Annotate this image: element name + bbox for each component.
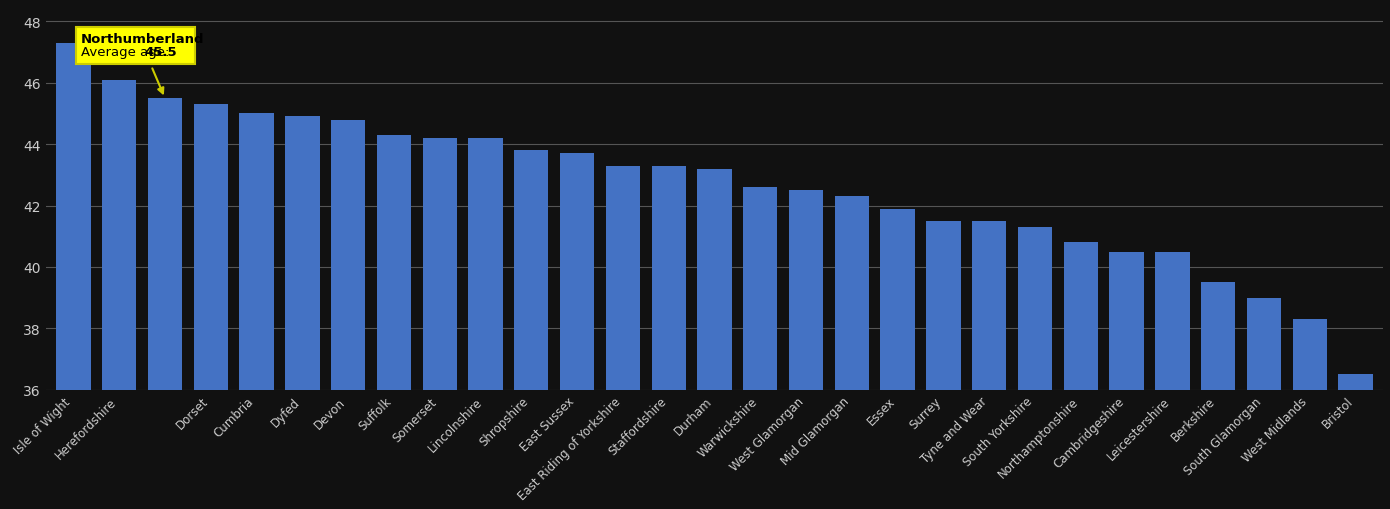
Bar — [1247, 298, 1282, 509]
Bar — [926, 221, 960, 509]
Bar — [790, 191, 823, 509]
Bar — [377, 135, 411, 509]
Bar — [1293, 320, 1327, 509]
Bar — [834, 197, 869, 509]
Bar — [880, 209, 915, 509]
Bar — [1155, 252, 1190, 509]
Bar — [560, 154, 595, 509]
Bar — [423, 138, 457, 509]
Bar — [652, 166, 685, 509]
Bar — [1017, 228, 1052, 509]
Bar — [193, 105, 228, 509]
Text: 45.5: 45.5 — [145, 45, 177, 59]
Bar — [239, 114, 274, 509]
Bar — [331, 120, 366, 509]
Bar — [468, 138, 503, 509]
Text: Average age:: Average age: — [81, 45, 174, 59]
Bar — [606, 166, 639, 509]
Bar — [1063, 243, 1098, 509]
Bar — [1109, 252, 1144, 509]
Bar — [698, 169, 731, 509]
Bar — [147, 99, 182, 509]
Bar — [56, 44, 90, 509]
Bar — [972, 221, 1006, 509]
Bar — [285, 117, 320, 509]
Bar — [1339, 375, 1373, 509]
Bar — [514, 151, 549, 509]
Bar — [101, 80, 136, 509]
FancyBboxPatch shape — [75, 29, 195, 65]
Bar — [1201, 282, 1236, 509]
Bar — [744, 188, 777, 509]
Text: Northumberland: Northumberland — [81, 33, 204, 46]
